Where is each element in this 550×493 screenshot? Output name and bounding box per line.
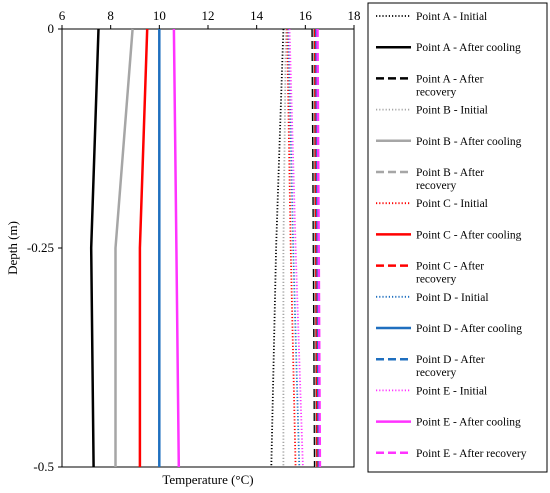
x-tick-label: 12 <box>202 8 215 23</box>
legend-label: Point E - After cooling <box>416 417 521 429</box>
legend-label: Point A - After cooling <box>416 42 521 54</box>
series-line <box>138 28 149 467</box>
x-tick-label: 8 <box>107 8 114 23</box>
series-layer <box>89 28 322 468</box>
legend-box <box>367 2 548 473</box>
legend-label: Point D - After cooling <box>416 323 522 335</box>
series-line <box>286 28 297 468</box>
plot-frame <box>61 28 355 468</box>
series-line <box>172 28 181 468</box>
series-line <box>282 28 287 467</box>
y-axis: 0 -0.25 -0.5 <box>27 21 62 474</box>
x-tick-label: 6 <box>59 8 66 23</box>
legend: Point A - Initial Point A - After cooling… <box>367 2 548 473</box>
series-line <box>316 28 322 468</box>
series-line <box>287 28 301 468</box>
x-tick-label: 16 <box>299 8 313 23</box>
x-tick-label: 10 <box>153 8 166 23</box>
legend-label: Point C - Initial <box>416 198 488 210</box>
legend-label: Point D - Initial <box>416 292 489 304</box>
y-axis-title: Depth (m) <box>5 221 20 275</box>
legend-label: Point E - Initial <box>416 385 487 397</box>
series-line <box>114 28 134 467</box>
y-tick-label: -0.25 <box>27 240 54 255</box>
legend-label: Point B - After recovery <box>416 167 484 192</box>
x-tick-label: 18 <box>348 8 361 23</box>
x-tick-label: 14 <box>250 8 264 23</box>
legend-label: Point D - After recovery <box>416 354 485 379</box>
legend-label: Point C - After cooling <box>416 229 522 241</box>
legend-label: Point B - After cooling <box>416 136 522 148</box>
legend-label: Point C - After recovery <box>416 261 484 286</box>
legend-label: Point A - Initial <box>416 11 487 23</box>
plot-area <box>61 28 355 468</box>
y-tick-label: 0 <box>48 21 55 36</box>
series-line <box>270 28 285 468</box>
series-line <box>288 28 304 468</box>
series-line <box>89 28 100 468</box>
legend-label: Point E - After recovery <box>416 448 527 460</box>
legend-label: Point A - After recovery <box>416 73 484 98</box>
legend-label: Point B - Initial <box>416 105 488 117</box>
x-axis-title: Temperature (°C) <box>162 472 253 487</box>
x-axis: 6 8 10 12 14 16 18 <box>59 8 361 29</box>
y-tick-label: -0.5 <box>33 459 54 474</box>
